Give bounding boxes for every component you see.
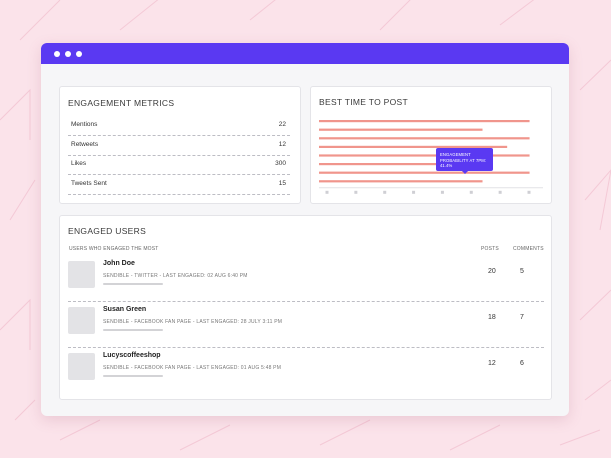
comments-column-header: COMMENTS xyxy=(513,246,544,252)
x-tick-placeholder xyxy=(527,190,531,194)
metric-value: 15 xyxy=(278,180,286,187)
x-tick-placeholder xyxy=(412,190,416,194)
avatar xyxy=(68,307,95,334)
chart-bar xyxy=(319,154,530,157)
x-tick-placeholder xyxy=(383,190,387,194)
window-dot-icon[interactable] xyxy=(54,51,60,57)
metric-label: Mentions xyxy=(71,121,98,128)
engagement-metrics-title: ENGAGEMENT METRICS xyxy=(68,98,175,108)
best-time-title: BEST TIME TO POST xyxy=(319,97,409,107)
user-name: Lucyscoffeeshop xyxy=(103,352,161,359)
tooltip-value: 41.4% xyxy=(440,163,453,168)
avatar xyxy=(68,261,95,288)
metric-value: 22 xyxy=(278,121,286,128)
user-comments: 5 xyxy=(520,268,524,275)
user-row[interactable]: Susan Green SENDIBLE - FACEBOOK FAN PAGE… xyxy=(68,302,544,348)
avatar xyxy=(68,353,95,380)
engaged-users-card: ENGAGED USERS USERS WHO ENGAGED THE MOST… xyxy=(59,215,552,400)
x-tick-placeholder xyxy=(325,190,329,194)
window-dot-icon[interactable] xyxy=(76,51,82,57)
chart-bar xyxy=(319,171,530,174)
engaged-users-title: ENGAGED USERS xyxy=(68,226,147,236)
user-posts: 20 xyxy=(488,268,496,275)
x-tick-placeholder xyxy=(469,190,473,194)
best-time-card: BEST TIME TO POST ENGAGEMENT PROBABILITY… xyxy=(310,86,552,204)
chart-bar xyxy=(319,180,483,183)
user-meta: SENDIBLE - TWITTER - LAST ENGAGED: 02 AU… xyxy=(103,273,248,279)
metric-row-likes: Likes 300 xyxy=(68,156,290,175)
metric-label: Tweets Sent xyxy=(71,180,107,187)
metric-row-tweets-sent: Tweets Sent 15 xyxy=(68,176,290,195)
best-time-chart xyxy=(319,120,543,194)
user-comments: 6 xyxy=(520,360,524,367)
engaged-users-subtitle: USERS WHO ENGAGED THE MOST xyxy=(69,246,159,252)
user-name: John Doe xyxy=(103,260,135,267)
chart-bar xyxy=(319,137,530,140)
engagement-tooltip: ENGAGEMENT PROBABILITY AT 7PM: 41.4% xyxy=(436,148,493,174)
user-posts: 12 xyxy=(488,360,496,367)
user-progress-bar xyxy=(103,329,163,331)
tooltip-label: ENGAGEMENT PROBABILITY AT 7PM: xyxy=(440,152,487,163)
app-window: ENGAGEMENT METRICS Mentions 22 Retweets … xyxy=(41,43,569,416)
user-name: Susan Green xyxy=(103,306,147,313)
user-posts: 18 xyxy=(488,314,496,321)
posts-column-header: POSTS xyxy=(481,246,499,252)
metric-value: 300 xyxy=(275,160,286,167)
engagement-metrics-card: ENGAGEMENT METRICS Mentions 22 Retweets … xyxy=(59,86,301,204)
chart-bar xyxy=(319,145,508,148)
user-row[interactable]: Lucyscoffeeshop SENDIBLE - FACEBOOK FAN … xyxy=(68,348,544,393)
metric-label: Likes xyxy=(71,160,87,167)
chart-bar xyxy=(319,128,483,131)
metric-label: Retweets xyxy=(71,141,99,148)
metric-value: 12 xyxy=(278,141,286,148)
user-progress-bar xyxy=(103,375,163,377)
window-titlebar xyxy=(41,43,569,64)
x-tick-placeholder xyxy=(354,190,358,194)
user-comments: 7 xyxy=(520,314,524,321)
user-progress-bar xyxy=(103,283,163,285)
x-tick-placeholder xyxy=(440,190,444,194)
user-meta: SENDIBLE - FACEBOOK FAN PAGE - LAST ENGA… xyxy=(103,319,283,325)
metric-row-retweets: Retweets 12 xyxy=(68,137,290,156)
x-tick-placeholder xyxy=(498,190,502,194)
window-dot-icon[interactable] xyxy=(65,51,71,57)
chart-bar xyxy=(319,163,483,166)
user-meta: SENDIBLE - FACEBOOK FAN PAGE - LAST ENGA… xyxy=(103,365,282,371)
chart-bar xyxy=(319,120,530,123)
metric-row-mentions: Mentions 22 xyxy=(68,117,290,136)
user-row[interactable]: John Doe SENDIBLE - TWITTER - LAST ENGAG… xyxy=(68,256,544,302)
